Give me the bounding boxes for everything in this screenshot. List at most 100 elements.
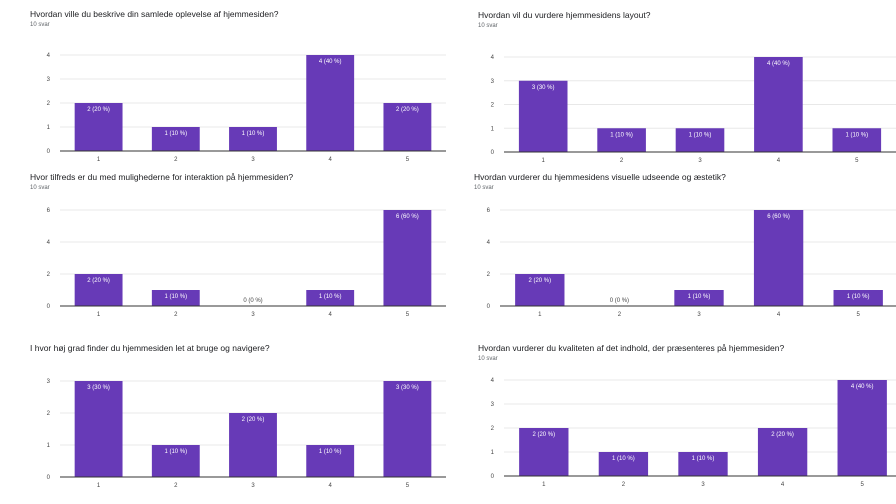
data-label: 6 (60 %) xyxy=(767,214,790,220)
data-label: 1 (10 %) xyxy=(164,294,187,300)
data-label: 2 (20 %) xyxy=(771,432,794,438)
bar-chart: 0 2 4 6 2 (20 %) 1 0 (0 %) 2 1 (10 %) 3 6 (60 %) 4 1… xyxy=(487,208,896,318)
data-label: 1 (10 %) xyxy=(242,131,265,137)
x-tick-label: 2 xyxy=(174,483,178,489)
data-label: 1 (10 %) xyxy=(319,449,342,455)
y-tick-label: 0 xyxy=(491,150,495,156)
y-tick-label: 1 xyxy=(47,125,51,131)
x-tick-label: 3 xyxy=(251,312,255,318)
y-tick-label: 2 xyxy=(491,103,495,109)
bar xyxy=(833,290,883,306)
bar xyxy=(674,290,724,306)
bar xyxy=(678,452,728,476)
y-tick-label: 4 xyxy=(47,240,51,246)
bar xyxy=(229,413,277,477)
chart-title: Hvordan ville du beskrive din samlede op… xyxy=(30,9,279,19)
y-tick-label: 1 xyxy=(491,450,495,456)
y-tick-label: 3 xyxy=(491,402,495,408)
data-label: 2 (20 %) xyxy=(242,417,265,423)
data-label: 1 (10 %) xyxy=(612,456,635,462)
chart-subtitle: 10 svar xyxy=(474,185,494,191)
x-tick-label: 1 xyxy=(97,483,101,489)
data-label: 2 (20 %) xyxy=(396,107,419,113)
data-label: 1 (10 %) xyxy=(688,294,711,300)
y-tick-label: 3 xyxy=(47,77,51,83)
bar xyxy=(306,55,355,151)
data-label: 0 (0 %) xyxy=(610,298,629,304)
x-tick-label: 1 xyxy=(97,312,101,318)
x-tick-label: 1 xyxy=(542,158,546,164)
data-label: 1 (10 %) xyxy=(845,132,868,138)
x-tick-label: 4 xyxy=(781,482,785,488)
x-tick-label: 5 xyxy=(855,158,859,164)
y-tick-label: 2 xyxy=(47,272,51,278)
bar xyxy=(754,57,803,152)
chart-subtitle: 10 svar xyxy=(478,356,498,362)
y-tick-label: 2 xyxy=(491,426,495,432)
y-tick-label: 4 xyxy=(487,240,491,246)
chart-subtitle: 10 svar xyxy=(30,185,50,191)
data-label: 1 (10 %) xyxy=(319,294,342,300)
bar xyxy=(383,103,432,151)
y-tick-label: 3 xyxy=(491,79,495,85)
x-tick-label: 4 xyxy=(777,312,781,318)
bar xyxy=(598,452,649,476)
bar-chart: 0 1 2 3 4 2 (20 %) 1 1 (10 %) 2 1 (10 %) 3 4 (40 %)… xyxy=(47,53,446,163)
y-tick-label: 0 xyxy=(487,304,491,310)
y-tick-label: 2 xyxy=(47,101,51,107)
bar xyxy=(515,274,565,306)
bar-chart: 0 1 2 3 4 3 (30 %) 1 1 (10 %) 2 1 (10 %) 3 4 (40 %)… xyxy=(491,55,896,164)
y-tick-label: 0 xyxy=(491,474,495,480)
chart-subtitle: 10 svar xyxy=(478,23,498,29)
y-tick-label: 2 xyxy=(487,272,491,278)
bar xyxy=(753,210,804,306)
x-tick-label: 2 xyxy=(174,312,178,318)
data-label: 1 (10 %) xyxy=(610,132,633,138)
x-tick-label: 3 xyxy=(698,158,702,164)
y-tick-label: 1 xyxy=(491,126,495,132)
y-tick-label: 2 xyxy=(47,411,51,417)
x-tick-label: 3 xyxy=(697,312,701,318)
y-tick-label: 4 xyxy=(47,53,51,59)
bar xyxy=(151,290,200,306)
y-tick-label: 3 xyxy=(47,379,51,385)
x-tick-label: 1 xyxy=(538,312,542,318)
data-label: 2 (20 %) xyxy=(532,432,555,438)
bar-chart: 0 2 4 6 2 (20 %) 1 1 (10 %) 2 0 (0 %) 3 1 (10 %) 4 6… xyxy=(47,208,446,318)
data-label: 2 (20 %) xyxy=(87,278,110,284)
bar xyxy=(151,445,200,477)
bar xyxy=(519,428,569,476)
chart-title: Hvor tilfreds er du med mulighederne for… xyxy=(30,172,294,182)
data-label: 1 (10 %) xyxy=(847,294,870,300)
x-tick-label: 2 xyxy=(620,158,624,164)
data-label: 0 (0 %) xyxy=(243,298,262,304)
x-tick-label: 2 xyxy=(622,482,626,488)
data-label: 2 (20 %) xyxy=(87,107,110,113)
bar xyxy=(229,127,277,151)
x-tick-label: 4 xyxy=(777,158,781,164)
x-tick-label: 5 xyxy=(406,312,410,318)
data-label: 4 (40 %) xyxy=(319,59,342,65)
data-label: 1 (10 %) xyxy=(164,131,187,137)
bar xyxy=(151,127,200,151)
x-tick-label: 4 xyxy=(329,483,333,489)
x-tick-label: 3 xyxy=(251,483,255,489)
bar xyxy=(597,128,646,152)
x-tick-label: 2 xyxy=(618,312,622,318)
chart-title: I hvor høj grad finder du hjemmesiden le… xyxy=(30,343,270,353)
bar xyxy=(832,128,882,152)
data-label: 1 (10 %) xyxy=(164,449,187,455)
bar xyxy=(518,80,568,152)
bar-chart: 0 1 2 3 4 2 (20 %) 1 1 (10 %) 2 1 (10 %) 3 2 (20 %)… xyxy=(491,378,896,488)
bar xyxy=(74,274,123,306)
x-tick-label: 1 xyxy=(542,482,546,488)
x-tick-label: 4 xyxy=(329,312,333,318)
y-tick-label: 6 xyxy=(47,208,51,214)
y-tick-label: 6 xyxy=(487,208,491,214)
bar xyxy=(837,380,887,476)
data-label: 4 (40 %) xyxy=(767,61,790,67)
bar xyxy=(383,381,432,477)
chart-subtitle: 10 svar xyxy=(30,22,50,28)
bar xyxy=(757,428,808,476)
chart-title: Hvordan vil du vurdere hjemmesidens layo… xyxy=(478,10,651,20)
